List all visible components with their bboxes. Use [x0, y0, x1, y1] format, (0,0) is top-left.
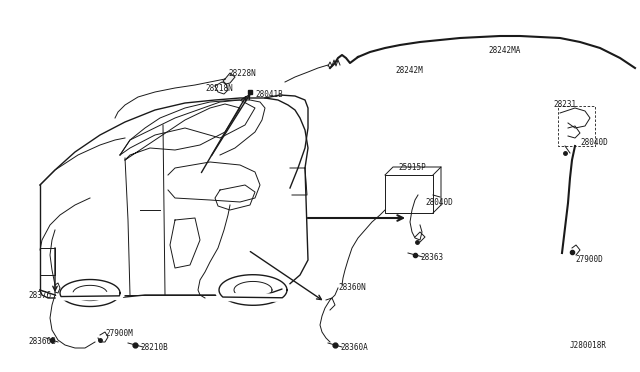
Text: 27900M: 27900M: [105, 328, 132, 337]
Text: 28242MA: 28242MA: [488, 45, 520, 55]
Text: 28360A: 28360A: [340, 343, 368, 353]
Text: 28360N: 28360N: [338, 283, 365, 292]
Text: 28210B: 28210B: [140, 343, 168, 353]
Text: 27900D: 27900D: [575, 256, 603, 264]
Text: 28360B: 28360B: [28, 337, 56, 346]
Text: 28231: 28231: [553, 99, 576, 109]
Text: 28040D: 28040D: [425, 198, 452, 206]
Text: J280018R: J280018R: [570, 340, 607, 350]
Text: 28242M: 28242M: [395, 65, 423, 74]
Text: 25915P: 25915P: [398, 163, 426, 171]
Text: 28228N: 28228N: [228, 68, 256, 77]
Text: 28218N: 28218N: [205, 83, 233, 93]
Polygon shape: [223, 73, 235, 84]
Text: 28363: 28363: [420, 253, 443, 263]
Text: 28376: 28376: [28, 291, 51, 299]
Text: 28040D: 28040D: [580, 138, 608, 147]
Text: 28041B: 28041B: [255, 90, 283, 99]
